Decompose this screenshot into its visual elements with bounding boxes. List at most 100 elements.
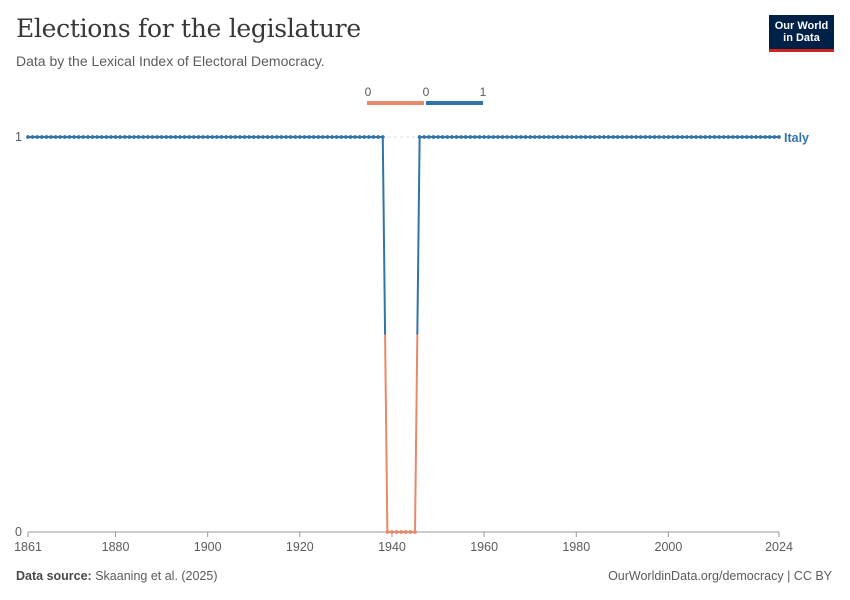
logo-line-2: in Data	[783, 32, 820, 44]
data-point	[468, 135, 473, 139]
data-point	[270, 135, 275, 139]
data-point	[224, 135, 229, 139]
data-point	[680, 135, 685, 139]
series-segment	[414, 334, 419, 533]
data-point	[707, 135, 712, 139]
data-point	[744, 135, 749, 139]
data-point	[486, 135, 491, 139]
data-point	[634, 135, 639, 139]
data-point	[173, 135, 178, 139]
color-legend[interactable]: 0 0 1	[365, 85, 487, 105]
data-point	[459, 135, 463, 139]
data-point	[320, 135, 325, 139]
data-point	[772, 135, 777, 139]
data-point	[491, 135, 496, 139]
legend-mid-label: 0	[423, 85, 430, 99]
data-point	[344, 135, 348, 139]
data-point	[141, 135, 146, 139]
legend-low-label: 0	[365, 85, 372, 99]
data-point	[168, 135, 173, 139]
data-point	[35, 135, 40, 139]
data-point	[592, 135, 597, 139]
data-point	[357, 135, 362, 139]
owid-logo[interactable]: Our World in Data	[769, 15, 834, 52]
data-point	[625, 135, 629, 139]
footer-link[interactable]: OurWorldinData.org/democracy | CC BY	[608, 569, 832, 583]
data-point	[325, 135, 330, 139]
x-tick-label-1940: 1940	[378, 540, 406, 554]
x-tick-label-2000: 2000	[655, 540, 683, 554]
data-point	[113, 135, 118, 139]
data-point	[726, 135, 731, 139]
data-point	[615, 135, 620, 139]
data-point	[408, 530, 413, 534]
data-point	[399, 530, 404, 534]
data-point	[703, 135, 708, 139]
data-point	[385, 530, 390, 534]
data-point	[81, 135, 86, 139]
data-point	[49, 135, 53, 139]
data-point	[749, 135, 754, 139]
data-point	[482, 135, 487, 139]
data-point	[555, 135, 560, 139]
data-point	[53, 135, 58, 139]
data-point	[606, 135, 611, 139]
data-point	[127, 135, 132, 139]
data-point	[477, 135, 482, 139]
data-point	[380, 135, 385, 139]
x-tick-label-2024: 2024	[765, 540, 793, 554]
data-point	[164, 135, 169, 139]
data-point	[620, 135, 625, 139]
data-point	[302, 135, 307, 139]
data-point	[390, 530, 394, 534]
data-point	[205, 135, 210, 139]
data-source: Data source: Skaaning et al. (2025)	[16, 569, 218, 583]
data-point	[712, 135, 717, 139]
data-point	[569, 135, 574, 139]
data-point	[463, 135, 468, 139]
data-point	[362, 135, 367, 139]
data-point	[565, 135, 569, 139]
data-point	[684, 135, 689, 139]
data-point	[182, 135, 187, 139]
x-tick-label-1880: 1880	[102, 540, 130, 554]
data-point	[417, 135, 422, 139]
data-point	[694, 135, 698, 139]
data-point	[122, 135, 127, 139]
data-point	[178, 135, 182, 139]
data-point	[551, 135, 556, 139]
data-point	[293, 135, 298, 139]
data-point	[611, 135, 616, 139]
data-point	[445, 135, 450, 139]
data-point	[473, 135, 477, 139]
series-segment	[381, 136, 387, 335]
data-point	[297, 135, 302, 139]
data-point	[403, 530, 408, 534]
data-point	[72, 135, 76, 139]
data-point	[426, 135, 431, 139]
data-point	[330, 135, 334, 139]
data-point	[763, 135, 768, 139]
legend-high-swatch	[426, 101, 483, 105]
data-point	[505, 135, 510, 139]
data-point	[238, 135, 242, 139]
data-point	[509, 135, 514, 139]
data-point	[371, 135, 376, 139]
data-point	[30, 135, 35, 139]
data-point	[261, 135, 265, 139]
data-point	[436, 135, 440, 139]
data-point	[265, 135, 270, 139]
data-point	[449, 135, 454, 139]
y-tick-label-1: 1	[15, 130, 22, 144]
data-point	[661, 135, 666, 139]
data-point	[671, 135, 675, 139]
data-point	[288, 135, 293, 139]
data-point	[136, 135, 141, 139]
chart-subtitle: Data by the Lexical Index of Electoral D…	[16, 53, 325, 69]
data-point	[648, 135, 652, 139]
data-point	[638, 135, 643, 139]
data-point	[311, 135, 316, 139]
data-point	[519, 135, 523, 139]
data-point	[394, 530, 399, 534]
data-point	[454, 135, 459, 139]
